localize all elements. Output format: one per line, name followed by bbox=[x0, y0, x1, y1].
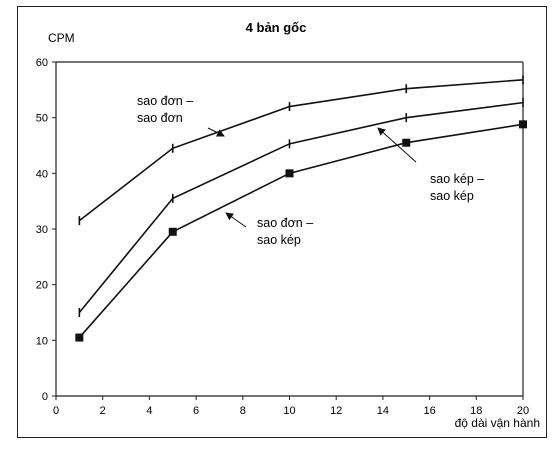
series-annotation-line: sao kép – bbox=[430, 172, 484, 186]
annotation-0: sao đơn – sao đơn bbox=[137, 94, 225, 137]
x-tick-label: 8 bbox=[240, 405, 246, 417]
series-1 bbox=[78, 98, 524, 317]
x-tick-label: 0 bbox=[53, 405, 59, 417]
y-axis-label: CPM bbox=[48, 31, 75, 45]
data-point-square bbox=[75, 333, 84, 342]
y-tick-label: 10 bbox=[36, 335, 48, 347]
x-axis-label: độ dài vận hành bbox=[455, 416, 540, 430]
annotation-2: sao đơn – sao kép bbox=[225, 212, 313, 247]
series-annotation-line: sao đơn – bbox=[137, 94, 193, 108]
x-tick-label: 12 bbox=[330, 405, 342, 417]
series-0 bbox=[78, 75, 524, 226]
x-tick-label: 18 bbox=[470, 405, 482, 417]
y-tick-label: 60 bbox=[36, 57, 48, 69]
x-tick-label: 10 bbox=[283, 405, 295, 417]
data-point-square bbox=[168, 227, 177, 236]
series-annotation-line: sao đơn bbox=[137, 111, 183, 125]
y-tick-label: 50 bbox=[36, 113, 48, 125]
series-annotation-line: sao kép bbox=[430, 189, 474, 203]
x-tick-label: 16 bbox=[423, 405, 435, 417]
y-tick-label: 30 bbox=[36, 224, 48, 236]
data-point-square bbox=[285, 169, 294, 178]
annotation-arrow bbox=[377, 127, 417, 163]
data-point-square bbox=[402, 138, 411, 147]
series-annotation-line: sao đơn – bbox=[257, 216, 313, 230]
chart-title: 4 bản gốc bbox=[246, 20, 307, 35]
series-annotation-line: sao kép bbox=[257, 233, 301, 247]
x-tick-label: 14 bbox=[377, 405, 389, 417]
y-tick-label: 40 bbox=[36, 168, 48, 180]
series-2 bbox=[75, 120, 527, 342]
x-tick-label: 6 bbox=[193, 405, 199, 417]
annotation-1: sao kép – sao kép bbox=[377, 127, 484, 203]
annotation-arrow bbox=[225, 212, 247, 228]
x-tick-label: 20 bbox=[517, 405, 529, 417]
x-tick-label: 4 bbox=[146, 405, 152, 417]
y-tick-label: 20 bbox=[36, 280, 48, 292]
annotation-arrow bbox=[207, 127, 225, 137]
data-point-square bbox=[519, 120, 527, 129]
y-tick-label: 0 bbox=[42, 391, 48, 403]
chart-frame bbox=[17, 6, 547, 438]
x-tick-label: 2 bbox=[100, 405, 106, 417]
